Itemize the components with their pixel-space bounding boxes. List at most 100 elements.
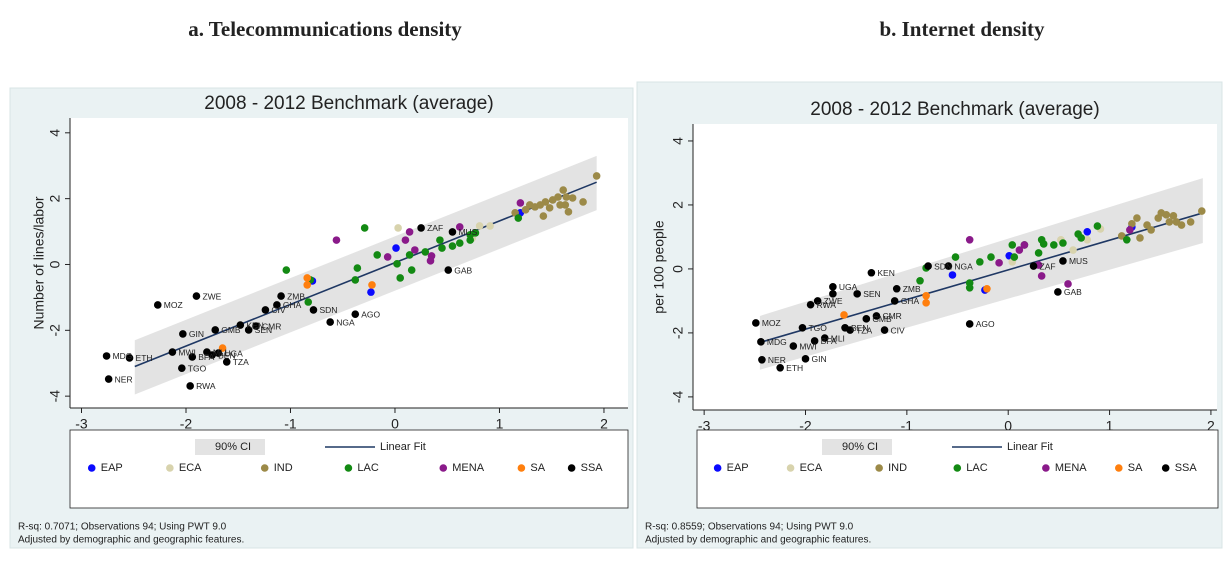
point-label: TZA xyxy=(856,325,872,335)
point-label: SEN xyxy=(255,325,272,335)
point xyxy=(455,239,464,247)
point xyxy=(1010,253,1019,261)
point xyxy=(179,330,187,338)
point xyxy=(948,271,957,279)
point xyxy=(1136,234,1144,242)
point xyxy=(277,292,285,300)
point xyxy=(541,198,550,206)
legend-label: SA xyxy=(530,462,545,474)
point xyxy=(104,375,113,383)
point-label: TZA xyxy=(233,357,249,367)
point-label: GMB xyxy=(221,325,241,335)
point xyxy=(421,248,430,256)
legend-marker xyxy=(875,464,883,472)
point xyxy=(951,253,960,261)
point xyxy=(471,229,480,237)
point xyxy=(983,284,991,293)
point-label: ZAF xyxy=(427,223,443,233)
point xyxy=(153,301,162,309)
x-tick-label: 1 xyxy=(1106,418,1114,434)
legend-label: EAP xyxy=(101,462,123,474)
point xyxy=(1059,239,1067,247)
point xyxy=(916,276,924,285)
legend-marker xyxy=(344,464,353,472)
y-tick-label: -2 xyxy=(670,326,686,339)
point xyxy=(1034,249,1043,257)
point xyxy=(556,201,564,209)
point xyxy=(1059,257,1067,265)
legend-label: Linear Fit xyxy=(1007,441,1053,453)
point xyxy=(976,258,984,266)
point xyxy=(1126,226,1134,234)
point xyxy=(757,338,765,346)
y-tick-label: 4 xyxy=(670,137,686,145)
point-label: MWI xyxy=(178,347,195,357)
y-tick-label: 4 xyxy=(47,129,63,137)
point xyxy=(303,281,312,289)
point-label: RWA xyxy=(817,300,837,310)
note: Adjusted by demographic and geographic f… xyxy=(18,535,244,546)
legend-ci-swatch xyxy=(195,439,265,455)
point xyxy=(351,310,360,318)
y-tick-label: 2 xyxy=(47,195,63,203)
point xyxy=(1069,246,1077,254)
point xyxy=(236,321,245,329)
y-tick-label: 2 xyxy=(670,201,686,209)
point xyxy=(168,348,177,356)
point xyxy=(427,252,436,260)
point xyxy=(562,193,571,201)
point xyxy=(890,297,899,305)
point xyxy=(178,364,186,372)
point xyxy=(392,244,400,252)
point-label: MUS xyxy=(1069,256,1088,266)
legend-marker xyxy=(166,464,174,472)
point xyxy=(417,224,425,232)
point xyxy=(438,244,446,252)
legend-marker xyxy=(87,464,96,472)
point xyxy=(1064,280,1072,288)
point xyxy=(1039,240,1048,248)
point xyxy=(798,323,807,332)
legend-label: 90% CI xyxy=(215,441,251,453)
point xyxy=(222,358,231,366)
point xyxy=(1083,228,1092,236)
legend-label: SA xyxy=(1128,462,1143,474)
point-label: TGO xyxy=(808,323,827,333)
point xyxy=(1162,211,1171,219)
point xyxy=(188,353,197,361)
legend-label: SSA xyxy=(581,462,604,474)
point-label: AGO xyxy=(361,309,380,319)
point xyxy=(1197,207,1206,215)
y-axis-label: Number of lines/labor xyxy=(31,196,47,329)
point-label: MWI xyxy=(799,341,816,351)
chart-title: 2008 - 2012 Benchmark (average) xyxy=(204,93,493,114)
point-label: MLI xyxy=(213,347,227,357)
point xyxy=(872,312,881,320)
point-label: CIV xyxy=(271,305,286,315)
y-axis-label: per 100 people xyxy=(651,220,667,314)
point-label: RWA xyxy=(196,381,216,391)
point-label: KEN xyxy=(246,320,263,330)
point xyxy=(892,284,901,293)
x-tick-label: 2 xyxy=(600,416,608,432)
point xyxy=(995,259,1003,267)
legend-label: IND xyxy=(274,462,293,474)
point xyxy=(396,274,405,282)
point-label: SDN xyxy=(934,261,952,271)
legend-marker xyxy=(953,464,962,472)
point xyxy=(1008,241,1017,249)
point-label: UGA xyxy=(224,348,243,358)
point xyxy=(867,268,876,277)
point xyxy=(326,318,334,326)
point xyxy=(282,266,291,274)
legend-marker xyxy=(713,464,722,472)
point-label: ZWE xyxy=(202,291,221,301)
point-label: MLI xyxy=(831,333,845,343)
point xyxy=(475,222,484,230)
point xyxy=(853,290,861,298)
point xyxy=(1093,222,1102,230)
point xyxy=(466,236,475,244)
point-label: GAB xyxy=(454,265,472,275)
point-label: GIN xyxy=(812,354,827,364)
point xyxy=(758,355,766,364)
